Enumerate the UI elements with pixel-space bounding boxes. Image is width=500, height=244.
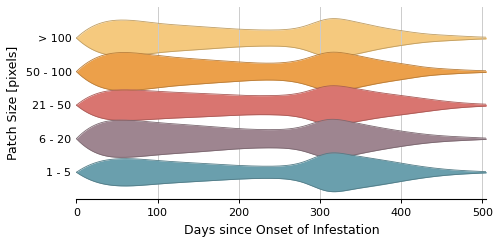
Y-axis label: Patch Size [pixels]: Patch Size [pixels] bbox=[7, 46, 20, 160]
X-axis label: Days since Onset of Infestation: Days since Onset of Infestation bbox=[184, 224, 379, 237]
